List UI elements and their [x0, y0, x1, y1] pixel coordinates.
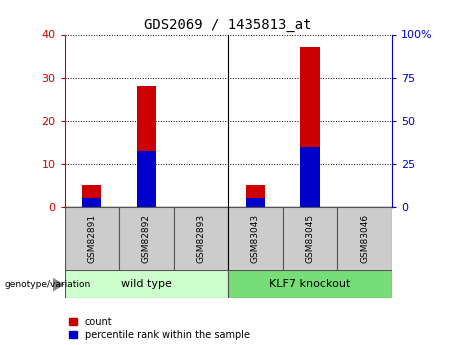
Bar	[137, 86, 156, 207]
Bar	[137, 151, 156, 207]
Title: GDS2069 / 1435813_at: GDS2069 / 1435813_at	[144, 18, 312, 32]
Text: GSM83046: GSM83046	[360, 214, 369, 264]
Bar	[246, 186, 265, 207]
Text: KLF7 knockout: KLF7 knockout	[269, 279, 351, 289]
Text: GSM82893: GSM82893	[196, 214, 206, 264]
Text: wild type: wild type	[121, 279, 172, 289]
Bar	[301, 47, 319, 207]
Bar	[174, 207, 228, 271]
Text: GSM83043: GSM83043	[251, 214, 260, 264]
Bar	[337, 207, 392, 271]
Legend: count, percentile rank within the sample: count, percentile rank within the sample	[70, 317, 250, 340]
Text: GSM82891: GSM82891	[87, 214, 96, 264]
Bar	[82, 186, 101, 207]
Polygon shape	[53, 278, 65, 292]
Bar	[65, 207, 119, 271]
Bar	[246, 198, 265, 207]
Bar	[119, 207, 174, 271]
Bar	[283, 207, 337, 271]
Bar	[228, 207, 283, 271]
Bar	[228, 270, 392, 298]
Text: GSM83045: GSM83045	[306, 214, 314, 264]
Bar	[65, 270, 228, 298]
Bar	[82, 198, 101, 207]
Text: GSM82892: GSM82892	[142, 214, 151, 264]
Bar	[301, 147, 319, 207]
Text: genotype/variation: genotype/variation	[5, 280, 91, 289]
